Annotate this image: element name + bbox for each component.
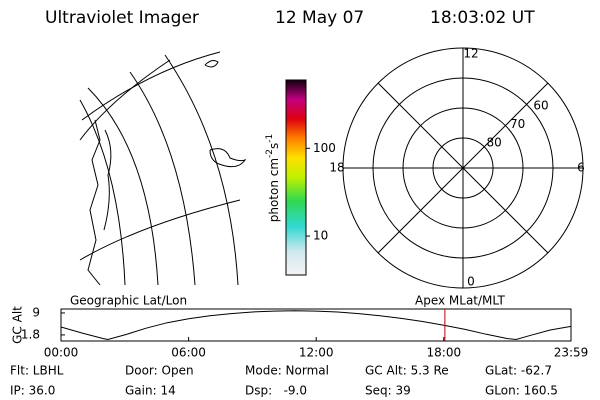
altitude-line [60,310,572,341]
status-field: GLon: 160.5 [485,384,558,398]
polar-ring [372,77,554,259]
polar-ring-label: 80 [487,136,502,150]
x-tick-label: 00:00 [44,346,79,360]
polar-ring-label: 60 [533,99,548,113]
status-field: Mode: Normal [245,364,329,378]
geo-map [79,51,247,286]
time: 18:03:02 UT [430,8,535,28]
polar-ring [402,107,524,229]
y-tick-label: 1.8 [21,327,40,341]
y-label: GC Alt [11,306,25,344]
polar-ring-label: 70 [510,117,525,131]
x-tick-label: 18:00 [427,346,462,360]
colorbar [285,79,307,276]
status-field: Gain: 14 [125,384,176,398]
colorbar-label: photon cm-2s-1 [265,134,281,223]
date: 12 May 07 [275,8,364,28]
x-tick-label: 23:59 [554,346,589,360]
status-field: Dsp: -9.0 [245,384,307,398]
colorbar-tick-label: 10 [313,229,328,243]
x-label-right: Apex MLat/MLT [415,294,505,308]
superscript: -2 [265,149,275,158]
polar-hour-label: 6 [577,161,585,175]
status-field: IP: 36.0 [10,384,55,398]
x-label-left: Geographic Lat/Lon [70,294,187,308]
label-part: s [267,143,281,149]
x-tick-label: 06:00 [171,346,206,360]
x-tick-label: 12:00 [299,346,334,360]
status-field: Seq: 39 [365,384,411,398]
status-field: GC Alt: 5.3 Re [365,364,449,378]
superscript: -1 [265,134,275,143]
y-tick-label: 9 [32,305,40,319]
label-part: photon cm [267,158,281,222]
status-field: Door: Open [125,364,194,378]
polar-hour-label: 0 [467,275,475,289]
status-field: Flt: LBHL [10,364,64,378]
polar-ring [432,137,494,199]
polar-hour-label: 18 [329,161,344,175]
polar-hour-label: 12 [463,47,478,61]
colorbar-tick-label: 100 [313,141,336,155]
status-field: GLat: -62.7 [485,364,552,378]
title: Ultraviolet Imager [45,8,199,28]
